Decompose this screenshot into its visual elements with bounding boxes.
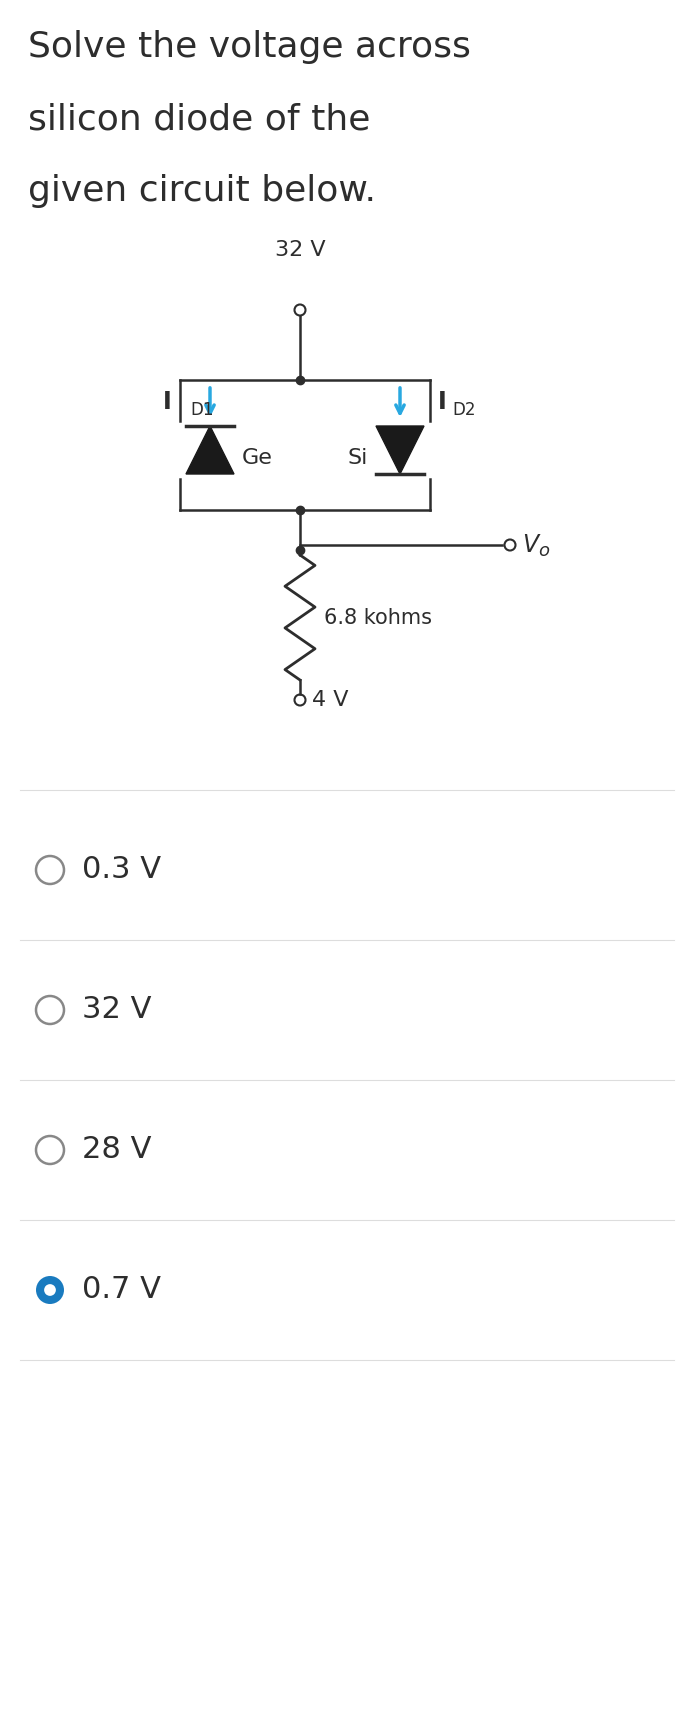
Text: 32 V: 32 V: [275, 240, 325, 260]
Text: 4 V: 4 V: [312, 690, 348, 709]
Text: 32 V: 32 V: [82, 995, 151, 1024]
Text: I: I: [163, 389, 172, 413]
Circle shape: [44, 1284, 56, 1296]
Text: V: V: [522, 533, 538, 557]
Text: D2: D2: [452, 401, 475, 419]
Text: 0.3 V: 0.3 V: [82, 856, 161, 884]
Text: 28 V: 28 V: [82, 1135, 151, 1164]
Text: Ge: Ge: [242, 448, 273, 469]
Polygon shape: [376, 426, 424, 474]
Circle shape: [36, 1277, 64, 1304]
Text: Si: Si: [348, 448, 368, 469]
Text: 0.7 V: 0.7 V: [82, 1275, 161, 1304]
Text: o: o: [538, 541, 549, 561]
Polygon shape: [186, 426, 234, 474]
Text: D1: D1: [190, 401, 214, 419]
Text: 6.8 kohms: 6.8 kohms: [324, 607, 432, 628]
Text: Solve the voltage across: Solve the voltage across: [28, 29, 471, 64]
Text: I: I: [438, 389, 447, 413]
Text: given circuit below.: given circuit below.: [28, 175, 376, 208]
Text: silicon diode of the: silicon diode of the: [28, 102, 371, 137]
